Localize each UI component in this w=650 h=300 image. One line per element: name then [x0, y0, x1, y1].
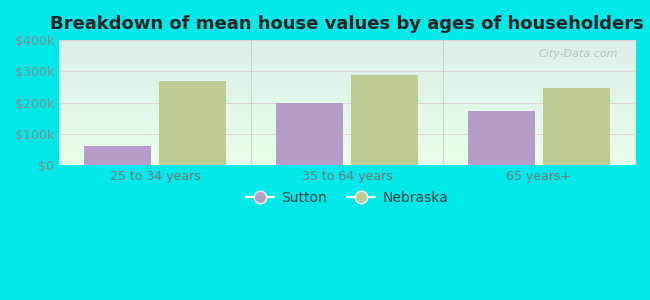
Title: Breakdown of mean house values by ages of householders: Breakdown of mean house values by ages o… [50, 15, 644, 33]
Legend: Sutton, Nebraska: Sutton, Nebraska [240, 185, 454, 210]
Bar [351, 75, 418, 165]
Bar [543, 88, 610, 165]
Bar [84, 146, 151, 165]
Bar [159, 81, 226, 165]
Text: City-Data.com: City-Data.com [538, 49, 617, 59]
Bar [468, 111, 535, 165]
Bar [276, 103, 343, 165]
